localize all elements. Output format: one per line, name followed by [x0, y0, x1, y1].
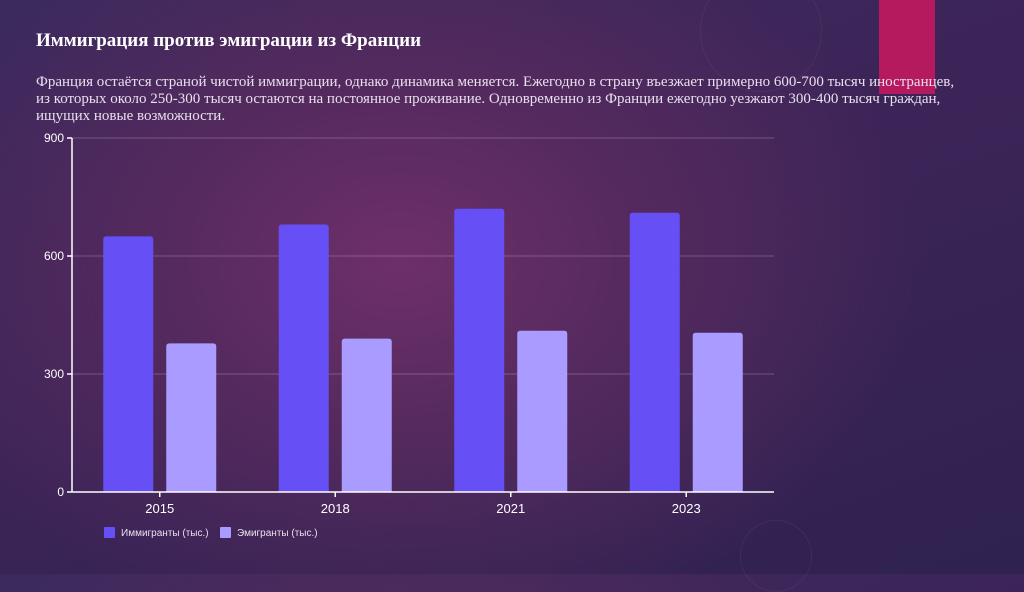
legend: Иммигранты (тыс.) Эмигранты (тыс.) — [104, 527, 318, 539]
x-tick-label: 2021 — [496, 501, 525, 516]
y-tick-label: 0 — [57, 485, 64, 499]
bar-emigrants-2023 — [692, 332, 743, 492]
x-axis-ticks: 2015 2018 2021 2023 — [145, 492, 701, 516]
bar-emigrants-2021 — [517, 330, 568, 492]
bar-immigrants-2023 — [629, 212, 680, 492]
slide-title: Иммиграция против эмиграции из Франции — [36, 30, 422, 51]
x-tick-label: 2018 — [321, 501, 350, 516]
bar-immigrants-2015 — [103, 236, 154, 492]
x-tick-label: 2023 — [672, 501, 701, 516]
legend-swatch — [220, 527, 231, 538]
y-tick-label: 600 — [44, 249, 64, 263]
bar-chart: 0 300 600 900 2015 2018 2021 2023 Иммигранты (… — [44, 131, 774, 539]
y-axis-ticks: 0 300 600 900 — [44, 131, 72, 499]
axes — [71, 138, 774, 493]
y-tick-label: 900 — [44, 131, 64, 145]
legend-swatch — [104, 527, 115, 538]
y-tick-label: 300 — [44, 367, 64, 381]
legend-label: Эмигранты (тыс.) — [237, 528, 318, 539]
bar-emigrants-2015 — [166, 343, 217, 492]
slide-description: Франция остаётся страной чистой иммиграц… — [36, 74, 955, 124]
x-tick-label: 2015 — [145, 501, 174, 516]
legend-label: Иммигранты (тыс.) — [121, 528, 209, 539]
accent-bar — [879, 0, 935, 94]
bars — [103, 208, 743, 493]
bar-emigrants-2018 — [341, 338, 392, 492]
bar-immigrants-2018 — [278, 224, 329, 493]
bar-immigrants-2021 — [454, 208, 505, 493]
